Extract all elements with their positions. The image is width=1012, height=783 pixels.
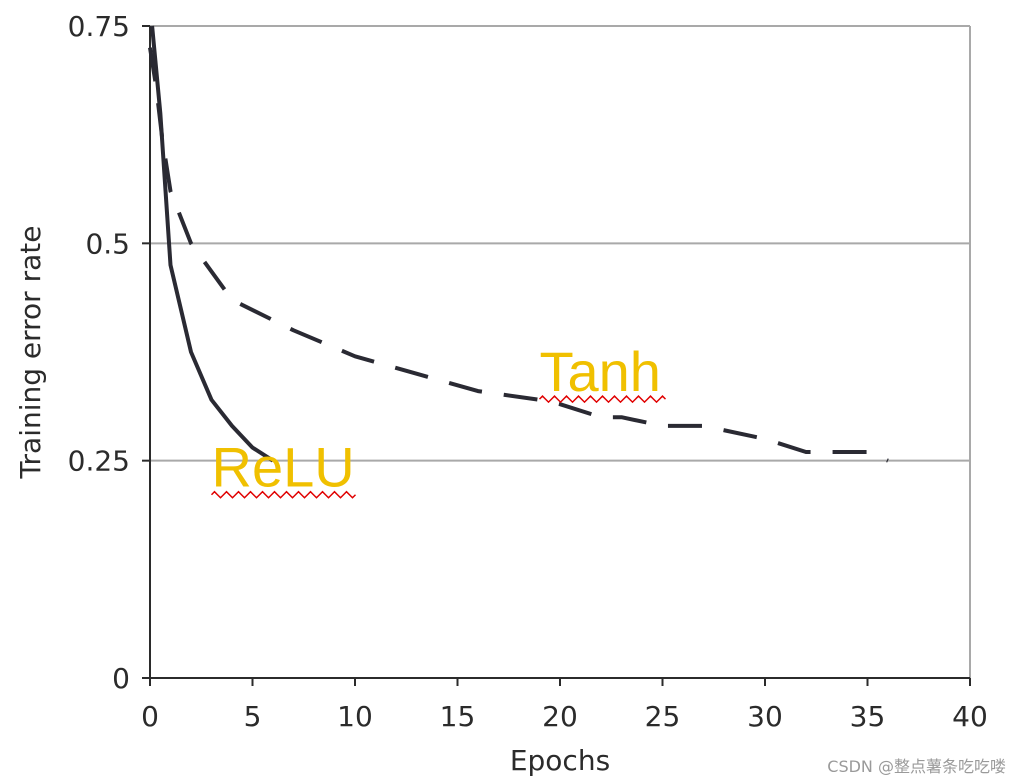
x-tick-label-6: 30 [747, 700, 783, 733]
annotation-tanh: Tanh [540, 340, 661, 403]
x-tick-label-4: 20 [542, 700, 578, 733]
series-lines [148, 25, 889, 463]
series-line-relu [150, 25, 275, 463]
y-tick-label-1: 0.25 [68, 445, 130, 478]
grid-lines [150, 25, 970, 462]
spellcheck-underline-relu [210, 490, 357, 499]
x-tick-label-0: 0 [141, 700, 159, 733]
spellcheck-underline-tanh [538, 395, 667, 404]
y-axis-title: Training error rate [14, 226, 47, 480]
x-axis-title: Epochs [510, 744, 610, 777]
tick-labels: 0 5 10 15 20 25 30 35 40 0 0.25 0.5 0.75 [68, 10, 988, 733]
annotation-relu: ReLU [212, 436, 355, 499]
annotations: ReLU Tanh [210, 340, 667, 499]
x-tick-label-5: 25 [645, 700, 681, 733]
watermark: CSDN @整点薯条吃吃喽 [827, 757, 1006, 776]
y-tick-label-2: 0.5 [85, 227, 130, 260]
x-tick-label-7: 35 [850, 700, 886, 733]
x-tick-label-8: 40 [952, 700, 988, 733]
x-tick-label-3: 15 [440, 700, 476, 733]
y-tick-label-0: 0 [112, 662, 130, 695]
y-tick-label-3: 0.75 [68, 10, 130, 43]
x-tick-label-1: 5 [244, 700, 262, 733]
x-tick-label-2: 10 [337, 700, 373, 733]
series-line-tanh [148, 47, 889, 463]
